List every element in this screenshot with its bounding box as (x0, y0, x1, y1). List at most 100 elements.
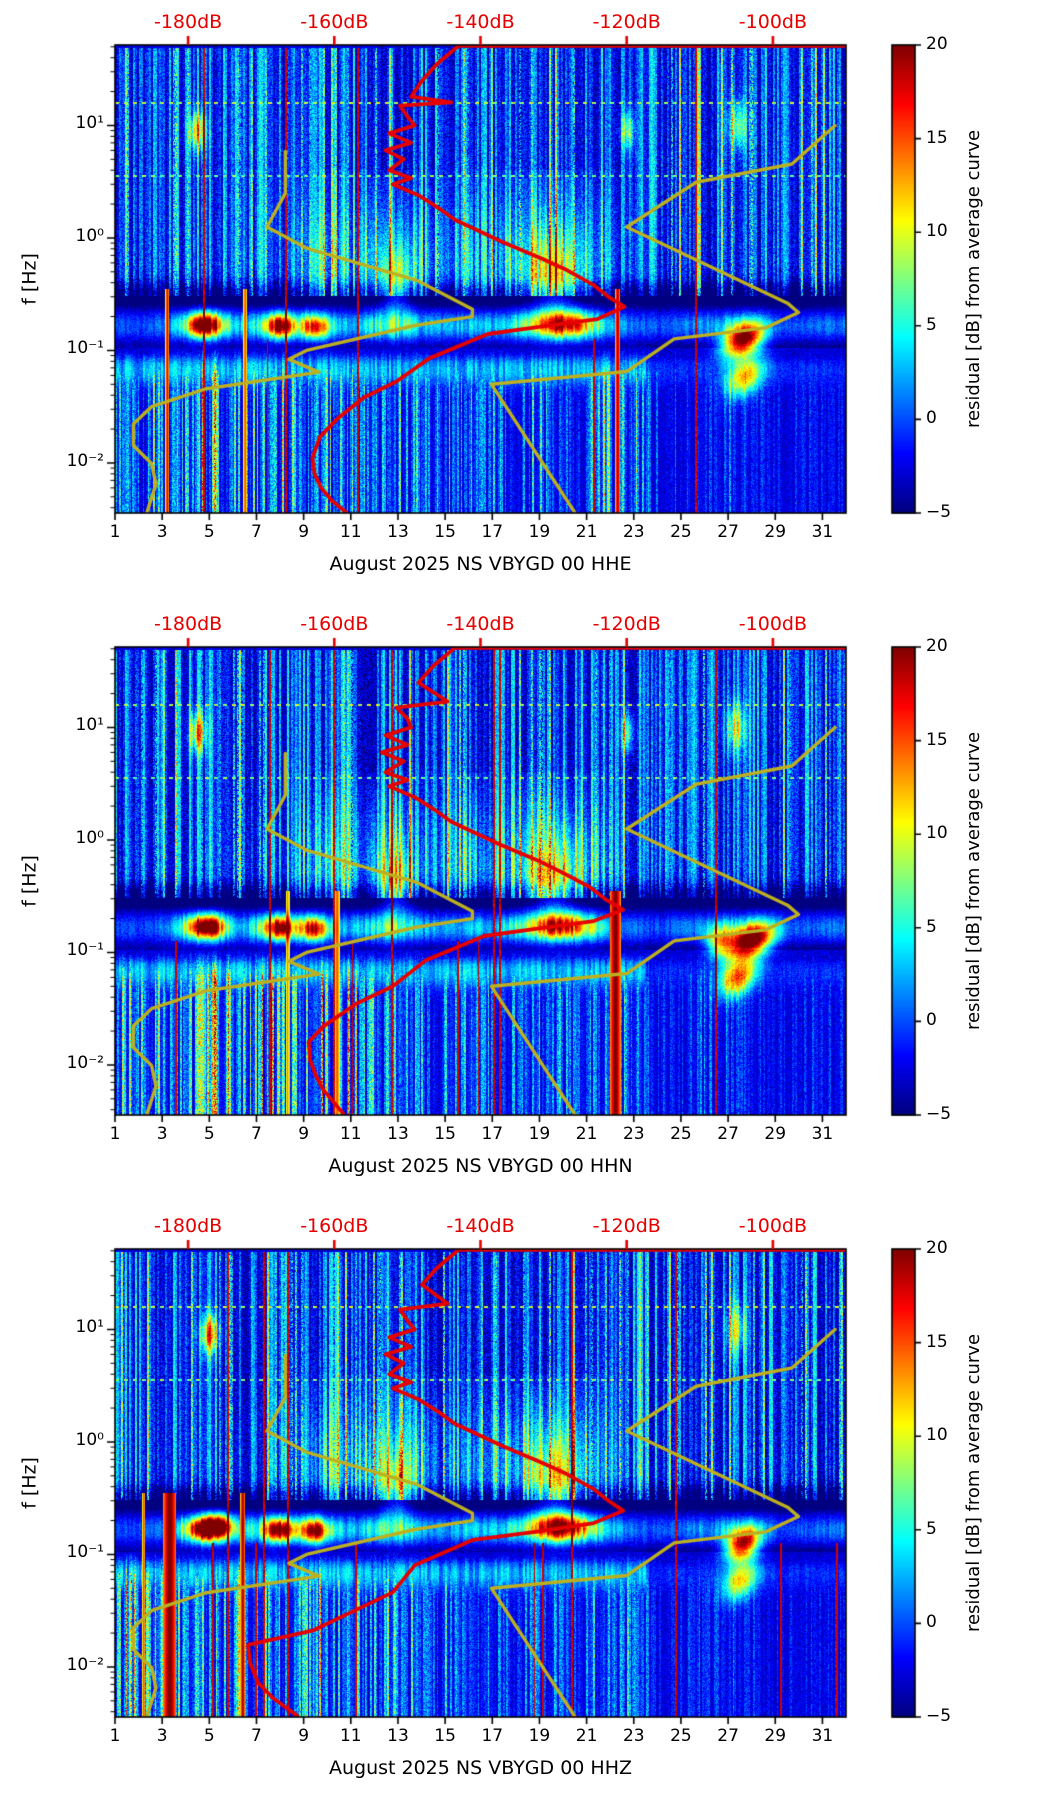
x-tick-label: 11 (339, 522, 362, 542)
colorbar-tick-label: 15 (926, 729, 948, 750)
x-tick-label: 13 (387, 522, 409, 542)
x-tick-label: 21 (575, 1726, 598, 1746)
spectrogram-canvas-hhe (0, 0, 1052, 602)
y-tick-label: 10⁻² (66, 1052, 104, 1073)
x-tick-label: 1 (109, 522, 121, 542)
x-tick-label: 3 (156, 1726, 168, 1746)
x-tick-label: 29 (764, 1726, 787, 1746)
top-axis-label: -160dB (300, 1215, 369, 1237)
x-tick-label: 3 (156, 1124, 168, 1144)
x-tick-label: 13 (387, 1726, 409, 1746)
x-tick-label: 15 (434, 1124, 456, 1144)
top-axis-label: -120dB (592, 1215, 661, 1237)
x-tick-label: 9 (298, 1726, 310, 1746)
x-tick-label: 21 (575, 522, 598, 542)
x-tick-label: 25 (670, 1726, 692, 1746)
colorbar-tick-label: 5 (926, 314, 937, 335)
top-axis-label: -160dB (300, 11, 369, 33)
colorbar-label: residual [dB] from average curve (963, 129, 985, 429)
top-axis-label: -180dB (153, 11, 223, 33)
x-tick-label: 13 (387, 1124, 409, 1144)
top-axis-label: -140dB (446, 1215, 515, 1237)
y-tick-label: 10⁻² (66, 1654, 104, 1675)
y-tick-label: 10⁻¹ (66, 940, 104, 961)
top-axis-label: -120dB (592, 11, 661, 33)
x-tick-label: 29 (764, 522, 787, 542)
y-axis-label: f [Hz] (18, 1457, 41, 1509)
x-tick-label: 5 (203, 1124, 215, 1144)
colorbar-tick-label: 10 (926, 1425, 948, 1446)
subplot-title: August 2025 NS VBYGD 00 HHN (328, 1155, 633, 1177)
x-tick-label: 23 (622, 1726, 645, 1746)
y-tick-label: 10¹ (75, 715, 104, 736)
colorbar-tick-label: 0 (926, 408, 937, 429)
x-tick-label: 5 (203, 1726, 215, 1746)
subplot-title: August 2025 NS VBYGD 00 HHE (329, 553, 632, 575)
x-tick-label: 9 (298, 522, 310, 542)
colorbar-tick-label: 10 (926, 823, 948, 844)
colorbar-tick-label: 20 (926, 636, 948, 656)
x-tick-label: 11 (339, 1726, 362, 1746)
x-tick-label: 11 (339, 1124, 362, 1144)
x-tick-label: 19 (528, 1124, 551, 1144)
colorbar-tick-label: −5 (926, 502, 952, 522)
x-tick-label: 21 (575, 1124, 598, 1144)
y-axis-label: f [Hz] (18, 253, 41, 305)
colorbar-label: residual [dB] from average curve (963, 731, 985, 1031)
y-tick-label: 10⁰ (75, 225, 104, 246)
y-tick-label: 10⁻² (66, 450, 104, 471)
top-axis-label: -140dB (446, 11, 515, 33)
x-tick-label: 29 (764, 1124, 787, 1144)
y-tick-label: 10⁻¹ (66, 338, 104, 359)
x-tick-label: 15 (434, 1726, 456, 1746)
colorbar-tick-label: 5 (926, 1518, 937, 1539)
spectrogram-canvas-hhn (0, 602, 1052, 1204)
colorbar-tick-label: 20 (926, 1238, 948, 1258)
x-tick-label: 1 (109, 1124, 121, 1144)
top-axis-label: -140dB (446, 613, 515, 635)
x-tick-label: 25 (670, 522, 692, 542)
colorbar-tick-label: 0 (926, 1612, 937, 1633)
colorbar-tick-label: 15 (926, 127, 948, 148)
x-tick-label: 17 (481, 1124, 504, 1144)
top-axis-label: -100dB (738, 11, 807, 33)
y-tick-label: 10¹ (75, 1317, 104, 1338)
top-axis-label: -100dB (738, 1215, 807, 1237)
x-tick-label: 17 (481, 1726, 504, 1746)
x-tick-label: 9 (298, 1124, 310, 1144)
colorbar-tick-label: −5 (926, 1104, 952, 1124)
x-tick-label: 1 (109, 1726, 121, 1746)
colorbar-tick-label: 0 (926, 1010, 937, 1031)
x-tick-label: 23 (622, 522, 645, 542)
x-tick-label: 27 (717, 1726, 739, 1746)
x-tick-label: 7 (251, 1726, 262, 1746)
top-axis-label: -160dB (300, 613, 369, 635)
x-tick-label: 5 (203, 522, 215, 542)
x-tick-label: 27 (717, 1124, 739, 1144)
y-tick-label: 10⁰ (75, 1429, 104, 1450)
colorbar-tick-label: 10 (926, 221, 948, 242)
x-tick-label: 7 (251, 1124, 262, 1144)
x-tick-label: 31 (811, 522, 834, 542)
top-axis-label: -100dB (738, 613, 807, 635)
colorbar-label: residual [dB] from average curve (963, 1333, 985, 1633)
y-tick-label: 10¹ (75, 113, 104, 134)
colorbar-tick-label: 20 (926, 34, 948, 54)
x-tick-label: 31 (811, 1726, 834, 1746)
x-tick-label: 7 (251, 522, 262, 542)
x-tick-label: 19 (528, 1726, 551, 1746)
x-tick-label: 31 (811, 1124, 834, 1144)
x-tick-label: 15 (434, 522, 456, 542)
x-tick-label: 25 (670, 1124, 692, 1144)
x-tick-label: 3 (156, 522, 168, 542)
x-tick-label: 19 (528, 522, 551, 542)
y-tick-label: 10⁰ (75, 827, 104, 848)
x-tick-label: 27 (717, 522, 739, 542)
subplot-title: August 2025 NS VBYGD 00 HHZ (328, 1757, 633, 1779)
colorbar-tick-label: 15 (926, 1331, 948, 1352)
x-tick-label: 17 (481, 522, 504, 542)
y-axis-label: f [Hz] (18, 855, 41, 907)
top-axis-label: -120dB (592, 613, 661, 635)
colorbar-tick-label: −5 (926, 1706, 952, 1726)
